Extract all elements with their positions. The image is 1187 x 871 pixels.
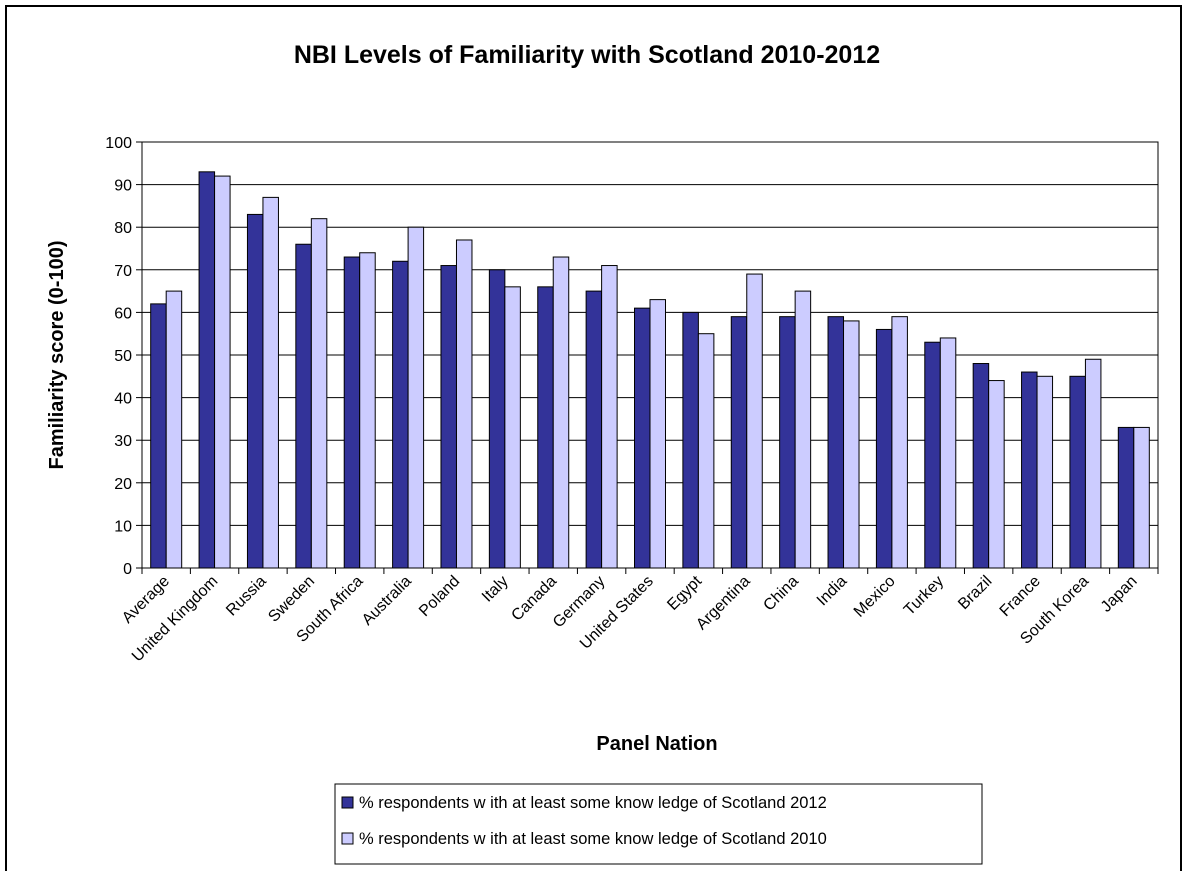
bar-2010	[1036, 375, 1054, 569]
bar-2010	[455, 239, 473, 569]
y-tick-label: 60	[114, 305, 132, 322]
x-tick-label: Mexico	[851, 573, 899, 621]
bar-2012	[634, 307, 651, 569]
bar-2010	[165, 290, 183, 569]
bar-2012	[730, 316, 748, 569]
bar-2010	[697, 333, 715, 569]
y-tick-label: 50	[114, 348, 132, 365]
bar-2010	[310, 218, 328, 569]
x-tick-label: Australia	[359, 573, 415, 629]
y-tick-label: 40	[114, 391, 132, 408]
bar-2010	[407, 226, 425, 569]
x-tick-label: Russia	[223, 573, 270, 620]
legend-box	[334, 783, 983, 865]
x-tick-label: China	[760, 573, 802, 615]
y-axis-title: Familiarity score (0-100)	[46, 241, 68, 470]
bar-2012	[972, 363, 990, 569]
bar-2012	[392, 260, 409, 569]
y-tick-label: 70	[114, 263, 132, 280]
x-tick-label: Japan	[1098, 573, 1141, 616]
bar-2010	[262, 196, 279, 569]
x-tick-label: Egypt	[664, 572, 705, 613]
y-tick-label: 90	[114, 178, 132, 195]
bar-2012	[827, 316, 845, 569]
bar-2012	[1117, 426, 1135, 569]
legend-label: % respondents w ith at least some know l…	[359, 830, 827, 848]
y-tick-label: 30	[114, 433, 132, 450]
x-tick-label: France	[997, 573, 1044, 620]
bar-2012	[150, 303, 167, 569]
bar-2010	[552, 256, 570, 569]
y-tick-label: 80	[114, 220, 132, 237]
x-tick-label: India	[814, 573, 851, 610]
bar-2012	[779, 316, 796, 569]
x-axis-title: Panel Nation	[596, 733, 717, 755]
bar-2010	[1133, 426, 1150, 569]
bar-2012	[585, 290, 603, 569]
bar-2010	[939, 337, 957, 569]
bar-2012	[924, 341, 941, 569]
y-tick-label: 20	[114, 476, 132, 493]
bar-2012	[682, 311, 699, 569]
bar-2010	[214, 175, 231, 569]
chart-title: NBI Levels of Familiarity with Scotland …	[294, 41, 880, 69]
bar-2012	[537, 286, 554, 569]
bar-2010	[601, 265, 618, 569]
x-tick-label: Turkey	[901, 573, 947, 619]
y-tick-label: 10	[114, 518, 132, 535]
bar-2010	[504, 286, 521, 569]
bar-2012	[246, 213, 264, 569]
x-tick-label: Italy	[479, 573, 512, 606]
x-tick-label: Brazil	[955, 573, 995, 613]
bar-2010	[988, 380, 1005, 569]
bar-2012	[343, 256, 361, 569]
x-tick-label: United Kingdom	[129, 573, 222, 666]
bar-2010	[891, 316, 908, 569]
bar-2012	[488, 269, 506, 569]
bar-2010	[649, 299, 666, 569]
bar-2010	[794, 290, 812, 569]
bar-2012	[1069, 375, 1086, 569]
bar-2010	[1084, 358, 1102, 569]
y-tick-label: 100	[105, 135, 132, 152]
legend: % respondents w ith at least some know l…	[334, 783, 983, 865]
bar-2012	[295, 243, 312, 569]
bar-2010	[746, 273, 763, 569]
bar-2012	[1021, 371, 1038, 569]
legend-swatch	[341, 832, 354, 845]
bar-2012	[875, 328, 893, 569]
legend-label: % respondents w ith at least some know l…	[359, 794, 827, 812]
bar-2012	[198, 171, 216, 569]
legend-swatch	[341, 796, 354, 809]
bar-2010	[843, 320, 860, 569]
x-tick-label: Poland	[416, 573, 463, 620]
y-tick-label: 0	[123, 561, 132, 578]
bar-2010	[359, 252, 376, 569]
bar-2012	[440, 265, 457, 569]
